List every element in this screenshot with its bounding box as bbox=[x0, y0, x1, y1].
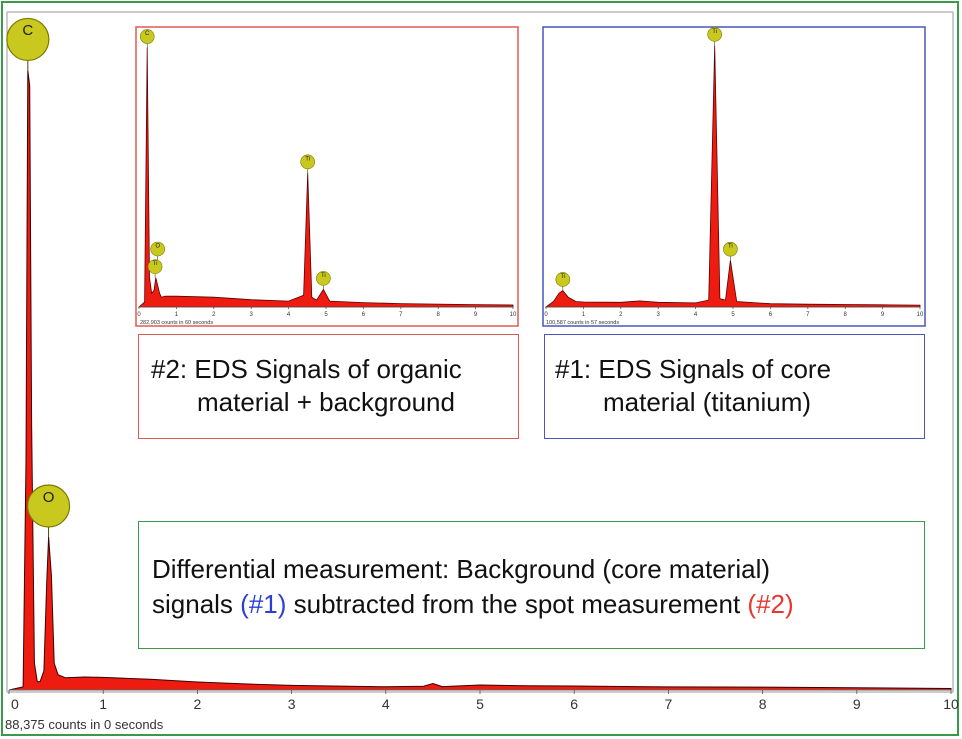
core-x-tick-label: 10 bbox=[917, 312, 924, 318]
main-peak-label: C bbox=[22, 22, 33, 39]
spot-peak-label: Ti bbox=[321, 273, 326, 279]
core-x-tick-label: 0 bbox=[544, 312, 548, 318]
main-peak-label: O bbox=[43, 489, 55, 506]
main-x-tick-label: 0 bbox=[11, 696, 19, 712]
core-x-tick-label: 9 bbox=[881, 312, 885, 318]
core-peak-label: Ti bbox=[728, 244, 733, 250]
main-x-tick-label: 2 bbox=[194, 696, 202, 712]
core-x-tick-label: 1 bbox=[582, 312, 586, 318]
main-x-tick-label: 9 bbox=[853, 696, 861, 712]
spot-peak-markers: C O Ti Ti Ti bbox=[139, 29, 331, 290]
spot-peak-circle bbox=[316, 271, 331, 286]
spot-peak-marker-c: C bbox=[139, 29, 155, 48]
spot-x-tick-label: 2 bbox=[212, 312, 216, 318]
core-caption-line2: material (titanium) bbox=[603, 387, 812, 417]
main-x-tick-label: 8 bbox=[759, 696, 767, 712]
spot-spectrum-area bbox=[137, 47, 514, 308]
spot-peak-circle bbox=[147, 259, 163, 274]
spot-x-tick-label: 3 bbox=[250, 312, 254, 318]
spot-peak-label: Ti bbox=[153, 261, 158, 267]
spot-x-tick-label: 6 bbox=[362, 312, 366, 318]
core-peak-label: Ti bbox=[712, 29, 717, 35]
core-peak-circle bbox=[723, 241, 738, 257]
differential-caption-text-a: signals bbox=[152, 589, 241, 619]
spot-caption: #2: EDS Signals of organic material + ba… bbox=[138, 334, 519, 439]
main-x-tick-label: 10 bbox=[943, 696, 959, 712]
main-x-tick-label: 7 bbox=[665, 696, 673, 712]
core-peak-label: Ti bbox=[560, 274, 565, 280]
spot-peak-circle bbox=[300, 154, 315, 170]
core-peak-circle bbox=[555, 272, 571, 287]
main-peak-marker-o: O bbox=[26, 484, 71, 538]
spot-caption-line2: material + background bbox=[197, 387, 455, 417]
core-x-tick-label: 3 bbox=[657, 312, 661, 318]
core-spectrum-area bbox=[544, 45, 921, 308]
differential-caption-text-b: subtracted from the spot measurement bbox=[286, 589, 748, 619]
core-peak-marker-ti: Ti bbox=[555, 272, 571, 291]
core-x-axis: 0 1 2 3 4 5 6 7 8 9 10 bbox=[544, 306, 924, 318]
spot-x-tick-label: 5 bbox=[324, 312, 328, 318]
core-caption-line1: #1: EDS Signals of core bbox=[555, 354, 832, 384]
spot-x-tick-label: 7 bbox=[399, 312, 403, 318]
spot-counts-label: 282,903 counts in 60 seconds bbox=[140, 320, 213, 326]
main-x-axis: 0 1 2 3 4 5 6 7 8 9 10 bbox=[8, 689, 959, 712]
spot-caption-line1: #2: EDS Signals of organic bbox=[151, 354, 462, 384]
spot-x-tick-label: 9 bbox=[474, 312, 478, 318]
main-peak-marker-c: C bbox=[6, 17, 50, 71]
reference-spot: (#2) bbox=[747, 589, 794, 619]
main-x-tick-label: 6 bbox=[570, 696, 578, 712]
main-peak-markers: CO bbox=[6, 17, 71, 538]
spot-peak-marker-o: O bbox=[150, 241, 165, 261]
core-peak-marker-ti: Ti bbox=[707, 27, 722, 46]
core-x-tick-label: 7 bbox=[806, 312, 810, 318]
main-counts-label: 88,375 counts in 0 seconds bbox=[5, 717, 164, 732]
core-counts-label: 100,587 counts in 57 seconds bbox=[546, 320, 619, 326]
main-peak-circle bbox=[6, 17, 50, 62]
spot-spectrum-inset: 0 1 2 3 4 5 6 7 8 9 10 C O Ti Ti Ti 282,903 counts in … bbox=[135, 26, 519, 327]
main-x-tick-label: 4 bbox=[382, 696, 390, 712]
main-x-tick-label: 3 bbox=[288, 696, 296, 712]
spot-peak-marker-ti: Ti bbox=[300, 154, 315, 173]
differential-caption: Differential measurement: Background (co… bbox=[138, 521, 925, 649]
differential-caption-line1: Differential measurement: Background (co… bbox=[152, 554, 771, 584]
core-x-tick-label: 5 bbox=[731, 312, 735, 318]
core-caption: #1: EDS Signals of core material (titani… bbox=[544, 334, 925, 439]
spot-peak-circle bbox=[150, 241, 165, 257]
spot-peak-marker-ti: Ti bbox=[316, 271, 331, 290]
spot-peak-label: O bbox=[155, 243, 160, 249]
spot-peak-label: C bbox=[145, 31, 150, 37]
core-x-tick-label: 2 bbox=[619, 312, 623, 318]
spot-x-tick-label: 10 bbox=[510, 312, 517, 318]
main-spectrum-area bbox=[8, 70, 952, 691]
spot-x-tick-label: 1 bbox=[175, 312, 179, 318]
differential-caption-line2: signals (#1) subtracted from the spot me… bbox=[152, 587, 924, 622]
main-x-tick-label: 1 bbox=[99, 696, 107, 712]
main-peak-circle bbox=[26, 484, 71, 528]
core-x-tick-label: 8 bbox=[844, 312, 848, 318]
core-inset-frame bbox=[542, 26, 926, 327]
core-x-tick-label: 4 bbox=[694, 312, 698, 318]
main-spectrum-plot: 0 1 2 3 4 5 6 7 8 9 10 CO 88,375 counts in 0 secon… bbox=[5, 11, 959, 732]
core-spectrum-inset: 0 1 2 3 4 5 6 7 8 9 10 Ti Ti Ti 100,587 counts in 57… bbox=[542, 26, 926, 327]
spot-peak-marker-ti: Ti bbox=[147, 259, 163, 278]
reference-core: (#1) bbox=[240, 589, 287, 619]
spot-peak-circle bbox=[139, 29, 155, 44]
spot-x-axis: 0 1 2 3 4 5 6 7 8 9 10 bbox=[137, 306, 517, 318]
spot-x-tick-label: 4 bbox=[287, 312, 291, 318]
core-x-tick-label: 6 bbox=[769, 312, 773, 318]
core-peak-marker-ti: Ti bbox=[723, 241, 738, 261]
main-x-tick-label: 5 bbox=[476, 696, 484, 712]
core-peak-circle bbox=[707, 27, 722, 42]
spot-x-tick-label: 8 bbox=[437, 312, 441, 318]
spot-x-tick-label: 0 bbox=[137, 312, 141, 318]
core-peak-markers: Ti Ti Ti bbox=[555, 27, 738, 291]
spot-peak-label: Ti bbox=[305, 156, 310, 162]
